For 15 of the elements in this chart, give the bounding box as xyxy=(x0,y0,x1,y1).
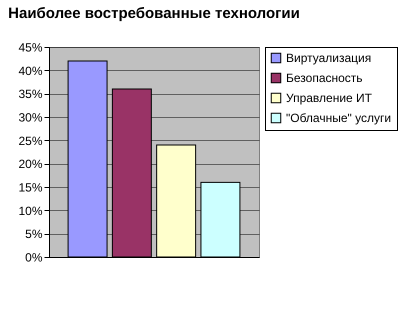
y-tick-label: 30% xyxy=(18,110,43,124)
legend-label: Виртуализация xyxy=(286,51,372,65)
y-tick-label: 5% xyxy=(25,227,43,242)
chart-title: Наиболее востребованные технологии xyxy=(8,5,300,22)
y-tick-label: 0% xyxy=(25,250,43,264)
y-tick-label: 10% xyxy=(18,204,43,218)
y-tick-label: 20% xyxy=(18,157,43,172)
legend-label: Управление ИТ xyxy=(286,91,373,105)
y-tick-label: 15% xyxy=(18,180,43,194)
legend-label: Безопасность xyxy=(286,71,363,85)
legend-label: "Облачные" услуги xyxy=(286,111,392,125)
y-tick-label: 25% xyxy=(18,134,43,148)
y-tick-label: 35% xyxy=(18,87,43,102)
y-tick-label: 40% xyxy=(18,64,43,78)
y-tick-label: 45% xyxy=(18,40,43,54)
